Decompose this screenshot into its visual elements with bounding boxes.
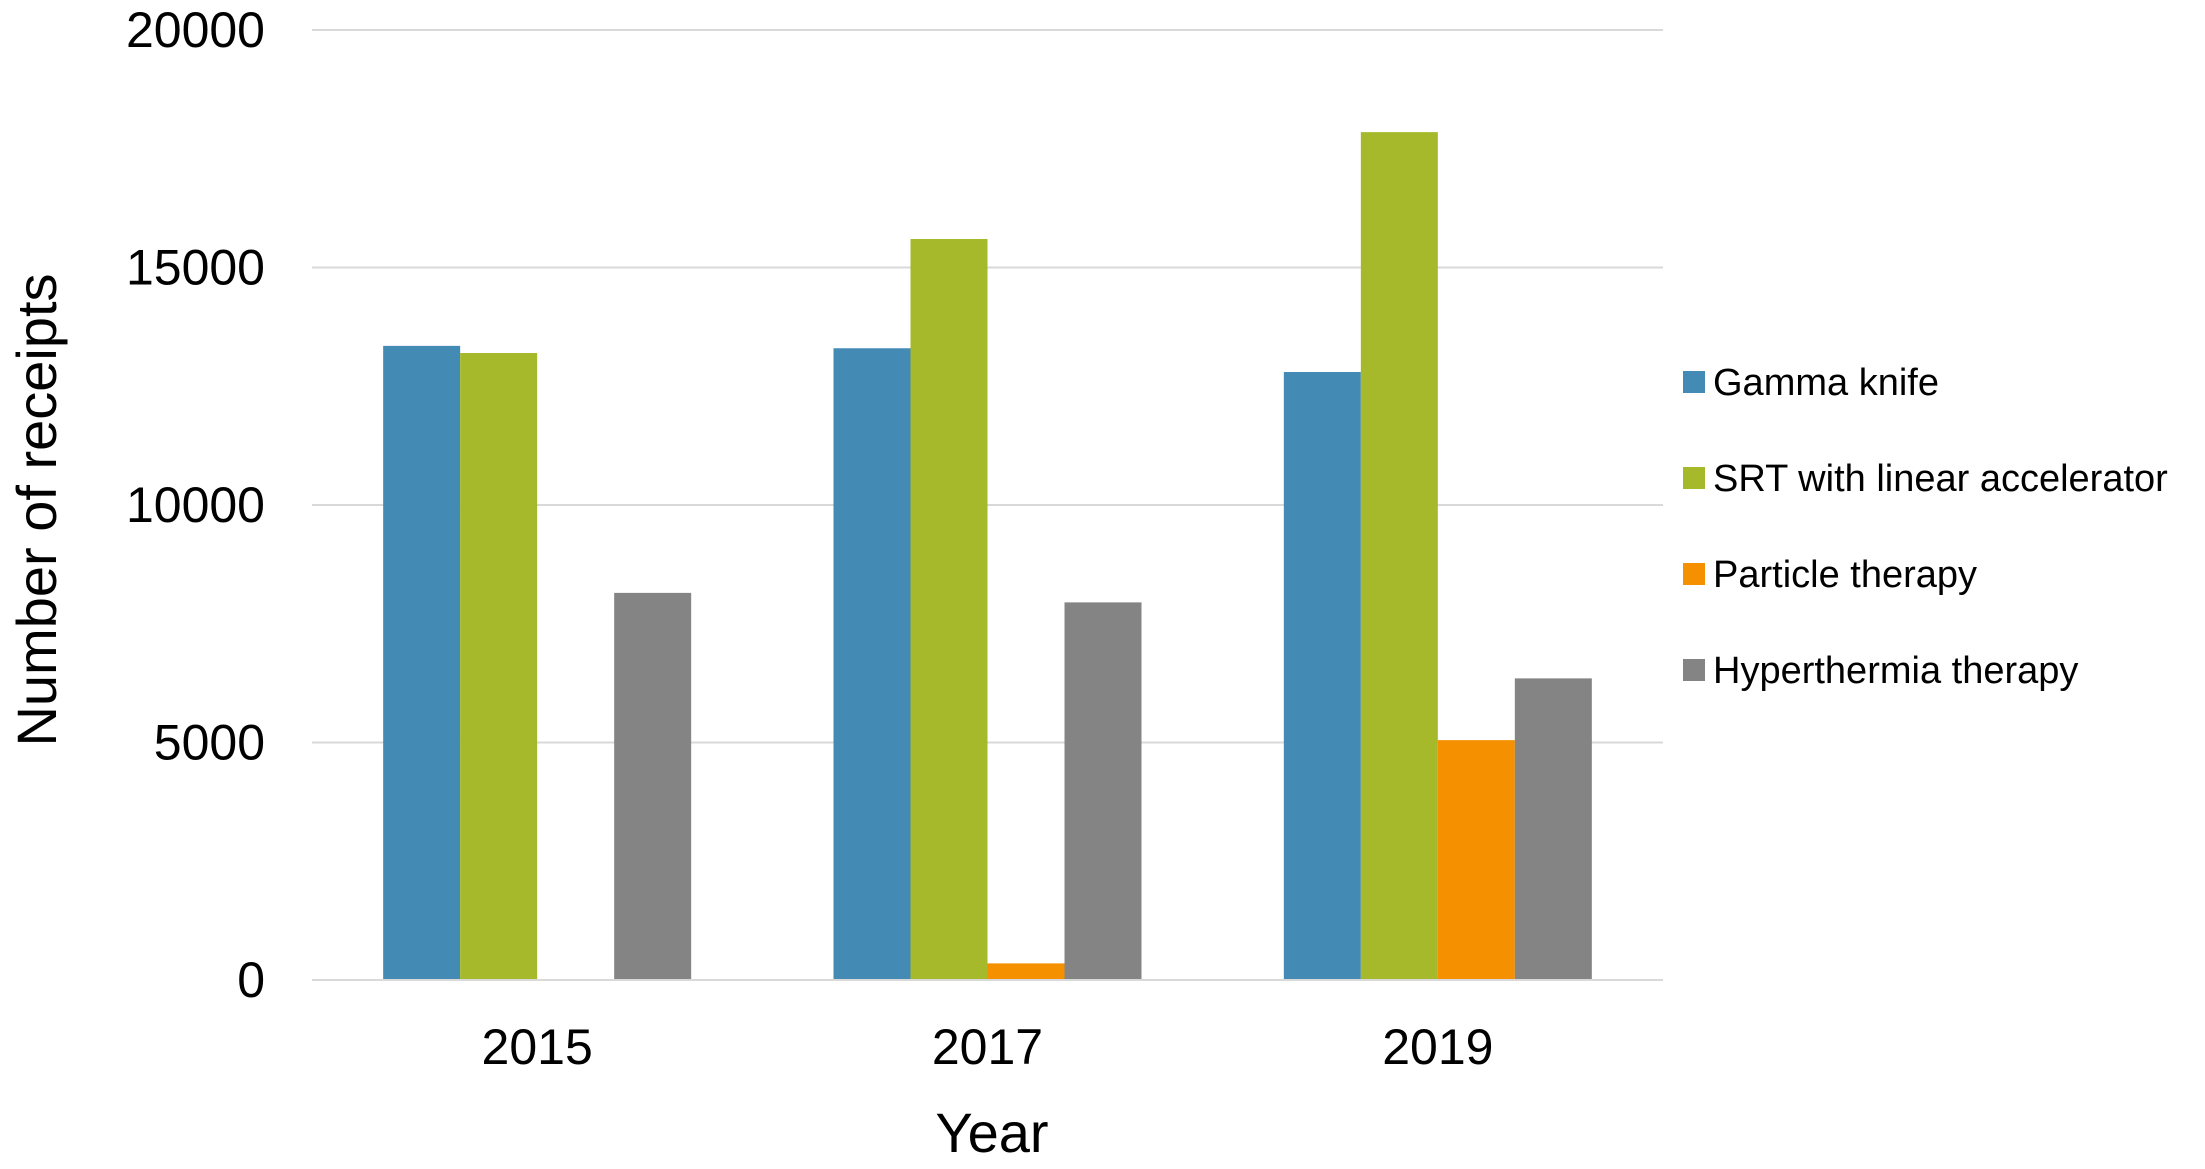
y-tick-labels: 0 5000 10000 15000 20000 [126,2,265,1008]
legend-label: Gamma knife [1713,362,1939,404]
bar-hyperthermia-therapy-2019 [1514,678,1592,980]
y-tick-label: 0 [237,952,265,1008]
legend-swatch [1683,467,1705,489]
legend-swatch [1683,563,1705,585]
bars [383,132,1592,980]
bar-gamma-knife-2017 [833,348,911,980]
y-tick-label: 5000 [154,715,265,771]
x-tick-label: 2019 [1382,1019,1493,1075]
bar-gamma-knife-2019 [1283,372,1361,980]
legend-label: SRT with linear accelerator [1713,458,2168,500]
y-tick-label: 15000 [126,240,265,296]
legend-label: Particle therapy [1713,554,1977,596]
x-tick-labels: 2015 2017 2019 [482,1019,1494,1075]
legend: Gamma knife SRT with linear accelerator Pa… [1683,362,2168,692]
bar-srt-with-linear-accelerator-2015 [460,353,538,980]
bar-hyperthermia-therapy-2015 [614,592,692,980]
y-tick-label: 20000 [126,2,265,58]
x-tick-label: 2015 [482,1019,593,1075]
bar-particle-therapy-2017 [987,963,1065,980]
bar-hyperthermia-therapy-2017 [1064,602,1142,980]
legend-label: Hyperthermia therapy [1713,650,2078,692]
bar-gamma-knife-2015 [383,345,461,980]
bar-srt-with-linear-accelerator-2019 [1360,132,1438,980]
bar-srt-with-linear-accelerator-2017 [910,239,988,980]
x-axis-title: Year [935,1101,1048,1164]
y-tick-label: 10000 [126,477,265,533]
legend-swatch [1683,371,1705,393]
x-tick-label: 2017 [932,1019,1043,1075]
bar-particle-therapy-2019 [1437,740,1515,980]
y-axis-title: Number of receipts [5,273,68,746]
legend-swatch [1683,659,1705,681]
